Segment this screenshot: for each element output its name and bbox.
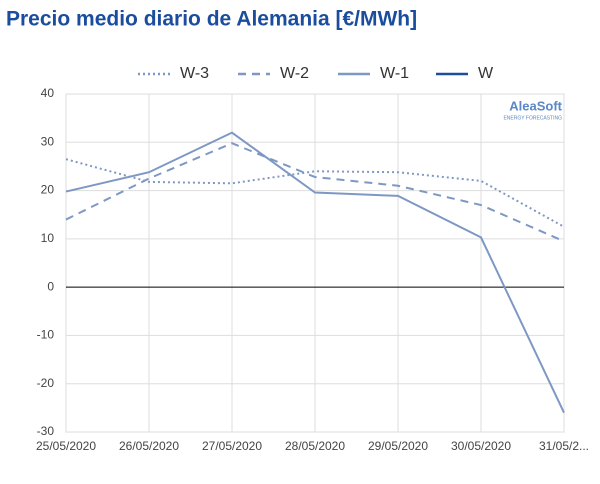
x-tick-label: 27/05/2020 [202, 439, 262, 453]
series-line [65, 158, 565, 228]
chart-title: Precio medio diario de Alemania [€/MWh] [6, 8, 417, 31]
y-tick-label: 30 [41, 134, 55, 148]
x-tick-label: 31/05/2... [539, 439, 589, 453]
y-tick-label: -20 [37, 376, 55, 390]
watermark-tagline: ENERGY FORECASTING [503, 115, 562, 121]
y-tick-label: 20 [41, 183, 55, 197]
y-tick-label: -30 [37, 424, 55, 438]
legend-label: W-1 [380, 65, 409, 82]
watermark-brand: AleaSoft [509, 98, 562, 113]
x-tick-label: 28/05/2020 [285, 439, 345, 453]
y-tick-label: 10 [41, 231, 55, 245]
x-tick-label: 30/05/2020 [451, 439, 511, 453]
y-tick-label: 0 [47, 279, 54, 293]
x-tick-label: 26/05/2020 [119, 439, 179, 453]
y-tick-label: 40 [41, 86, 55, 100]
x-tick-label: 29/05/2020 [368, 439, 428, 453]
legend-label: W [478, 65, 494, 82]
series-line [65, 131, 565, 414]
legend-label: W-3 [180, 65, 209, 82]
y-tick-label: -10 [37, 328, 55, 342]
legend-label: W-2 [280, 65, 309, 82]
x-tick-label: 25/05/2020 [36, 439, 96, 453]
series-line [65, 142, 565, 243]
